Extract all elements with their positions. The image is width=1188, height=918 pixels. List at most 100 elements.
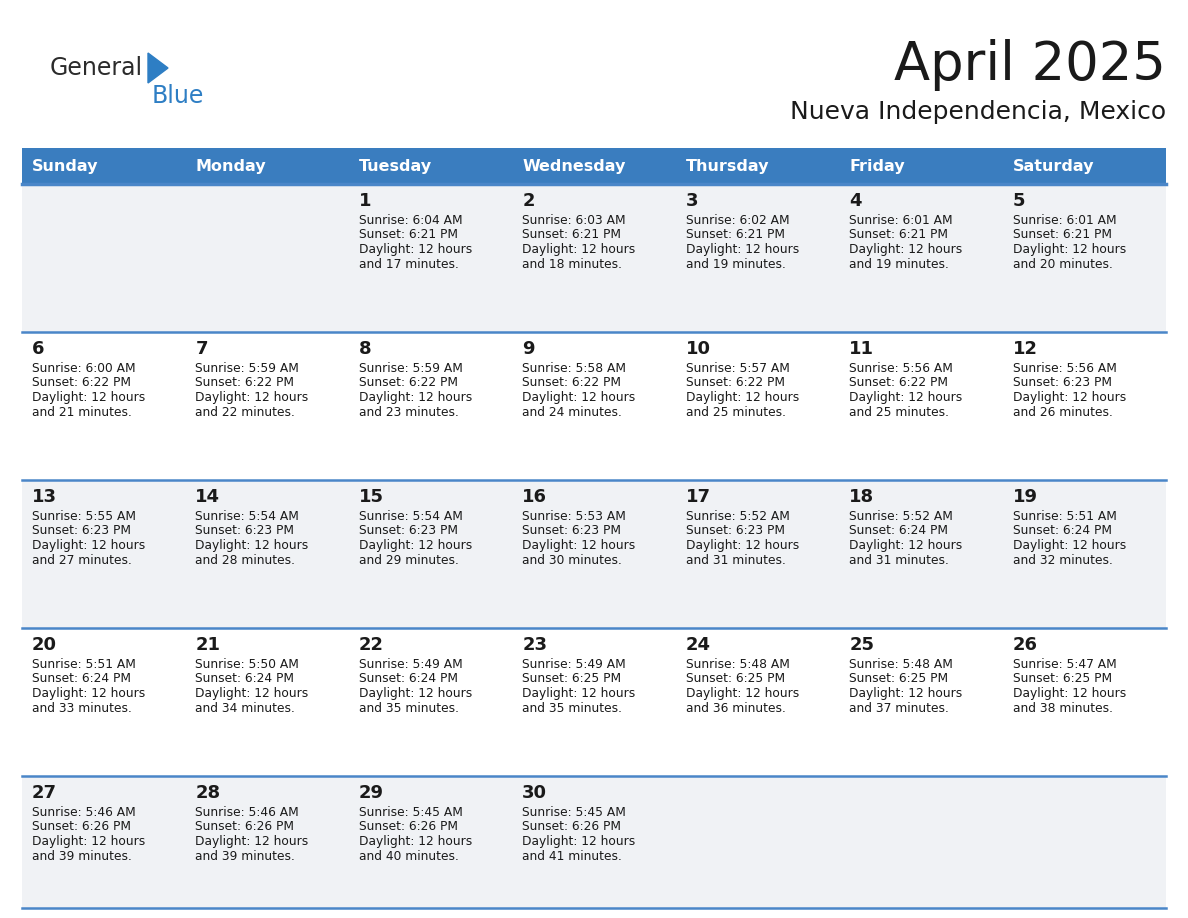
Text: Sunrise: 5:45 AM: Sunrise: 5:45 AM: [523, 806, 626, 819]
Text: and 17 minutes.: and 17 minutes.: [359, 258, 459, 271]
Text: Sunrise: 6:01 AM: Sunrise: 6:01 AM: [1012, 214, 1117, 227]
Text: Sunrise: 5:48 AM: Sunrise: 5:48 AM: [849, 658, 953, 671]
Text: Sunset: 6:25 PM: Sunset: 6:25 PM: [523, 673, 621, 686]
Text: Sunrise: 5:52 AM: Sunrise: 5:52 AM: [849, 510, 953, 523]
Text: 20: 20: [32, 636, 57, 654]
Text: Saturday: Saturday: [1012, 159, 1094, 174]
Text: Sunset: 6:25 PM: Sunset: 6:25 PM: [849, 673, 948, 686]
Text: Sunset: 6:23 PM: Sunset: 6:23 PM: [359, 524, 457, 538]
Text: 6: 6: [32, 340, 44, 358]
Text: Daylight: 12 hours: Daylight: 12 hours: [196, 391, 309, 404]
Text: 12: 12: [1012, 340, 1037, 358]
Text: Sunset: 6:23 PM: Sunset: 6:23 PM: [196, 524, 295, 538]
Text: Sunrise: 6:01 AM: Sunrise: 6:01 AM: [849, 214, 953, 227]
Text: 29: 29: [359, 784, 384, 802]
Text: and 24 minutes.: and 24 minutes.: [523, 406, 623, 419]
Text: Daylight: 12 hours: Daylight: 12 hours: [685, 687, 800, 700]
Text: Sunrise: 5:45 AM: Sunrise: 5:45 AM: [359, 806, 463, 819]
Text: Sunrise: 5:48 AM: Sunrise: 5:48 AM: [685, 658, 790, 671]
Text: Tuesday: Tuesday: [359, 159, 432, 174]
Text: Daylight: 12 hours: Daylight: 12 hours: [359, 391, 472, 404]
Text: Sunrise: 5:53 AM: Sunrise: 5:53 AM: [523, 510, 626, 523]
Text: Sunrise: 5:49 AM: Sunrise: 5:49 AM: [523, 658, 626, 671]
Text: Sunset: 6:26 PM: Sunset: 6:26 PM: [523, 821, 621, 834]
Text: Thursday: Thursday: [685, 159, 769, 174]
Text: Sunrise: 5:49 AM: Sunrise: 5:49 AM: [359, 658, 462, 671]
Text: Sunrise: 5:56 AM: Sunrise: 5:56 AM: [849, 362, 953, 375]
Text: and 37 minutes.: and 37 minutes.: [849, 701, 949, 714]
Text: 19: 19: [1012, 488, 1037, 506]
Text: Sunset: 6:21 PM: Sunset: 6:21 PM: [1012, 229, 1112, 241]
Text: Sunrise: 5:56 AM: Sunrise: 5:56 AM: [1012, 362, 1117, 375]
Text: Daylight: 12 hours: Daylight: 12 hours: [359, 835, 472, 848]
Text: Daylight: 12 hours: Daylight: 12 hours: [196, 687, 309, 700]
Text: Sunset: 6:21 PM: Sunset: 6:21 PM: [849, 229, 948, 241]
Text: Daylight: 12 hours: Daylight: 12 hours: [1012, 687, 1126, 700]
Text: 2: 2: [523, 192, 535, 210]
Text: Sunrise: 5:59 AM: Sunrise: 5:59 AM: [196, 362, 299, 375]
Bar: [23, 148, 1165, 184]
Text: and 35 minutes.: and 35 minutes.: [523, 701, 623, 714]
Text: Sunrise: 5:46 AM: Sunrise: 5:46 AM: [32, 806, 135, 819]
Text: and 18 minutes.: and 18 minutes.: [523, 258, 623, 271]
Text: and 22 minutes.: and 22 minutes.: [196, 406, 296, 419]
Text: and 41 minutes.: and 41 minutes.: [523, 849, 623, 863]
Text: 9: 9: [523, 340, 535, 358]
Text: Daylight: 12 hours: Daylight: 12 hours: [849, 539, 962, 552]
Text: 10: 10: [685, 340, 710, 358]
Text: and 38 minutes.: and 38 minutes.: [1012, 701, 1113, 714]
Text: and 29 minutes.: and 29 minutes.: [359, 554, 459, 566]
Text: and 19 minutes.: and 19 minutes.: [685, 258, 785, 271]
Text: Daylight: 12 hours: Daylight: 12 hours: [359, 539, 472, 552]
Text: Daylight: 12 hours: Daylight: 12 hours: [523, 835, 636, 848]
Text: 17: 17: [685, 488, 710, 506]
Text: and 20 minutes.: and 20 minutes.: [1012, 258, 1112, 271]
Text: Daylight: 12 hours: Daylight: 12 hours: [1012, 539, 1126, 552]
Text: Sunrise: 5:51 AM: Sunrise: 5:51 AM: [1012, 510, 1117, 523]
Text: and 39 minutes.: and 39 minutes.: [196, 849, 296, 863]
Text: and 31 minutes.: and 31 minutes.: [849, 554, 949, 566]
Text: Daylight: 12 hours: Daylight: 12 hours: [359, 243, 472, 256]
Text: and 27 minutes.: and 27 minutes.: [32, 554, 132, 566]
Text: Sunset: 6:22 PM: Sunset: 6:22 PM: [685, 376, 785, 389]
Text: Sunset: 6:24 PM: Sunset: 6:24 PM: [359, 673, 457, 686]
Text: Daylight: 12 hours: Daylight: 12 hours: [685, 391, 800, 404]
Text: 13: 13: [32, 488, 57, 506]
Text: and 32 minutes.: and 32 minutes.: [1012, 554, 1112, 566]
Text: Sunrise: 5:55 AM: Sunrise: 5:55 AM: [32, 510, 135, 523]
Text: and 31 minutes.: and 31 minutes.: [685, 554, 785, 566]
Text: 22: 22: [359, 636, 384, 654]
Text: and 23 minutes.: and 23 minutes.: [359, 406, 459, 419]
Text: Sunset: 6:25 PM: Sunset: 6:25 PM: [1012, 673, 1112, 686]
Text: April 2025: April 2025: [895, 39, 1165, 91]
Text: Daylight: 12 hours: Daylight: 12 hours: [685, 539, 800, 552]
Text: and 39 minutes.: and 39 minutes.: [32, 849, 132, 863]
Text: Sunset: 6:26 PM: Sunset: 6:26 PM: [196, 821, 295, 834]
Text: Sunset: 6:22 PM: Sunset: 6:22 PM: [32, 376, 131, 389]
Text: 14: 14: [196, 488, 221, 506]
Text: Sunset: 6:21 PM: Sunset: 6:21 PM: [523, 229, 621, 241]
Text: 7: 7: [196, 340, 208, 358]
Text: Daylight: 12 hours: Daylight: 12 hours: [196, 835, 309, 848]
Text: and 25 minutes.: and 25 minutes.: [685, 406, 785, 419]
Text: 27: 27: [32, 784, 57, 802]
Text: 16: 16: [523, 488, 548, 506]
Text: 24: 24: [685, 636, 710, 654]
Text: Sunset: 6:26 PM: Sunset: 6:26 PM: [32, 821, 131, 834]
Text: 28: 28: [196, 784, 221, 802]
Text: 23: 23: [523, 636, 548, 654]
Text: Daylight: 12 hours: Daylight: 12 hours: [849, 243, 962, 256]
Text: Sunset: 6:23 PM: Sunset: 6:23 PM: [1012, 376, 1112, 389]
Text: Sunrise: 6:02 AM: Sunrise: 6:02 AM: [685, 214, 789, 227]
Text: 15: 15: [359, 488, 384, 506]
Text: 25: 25: [849, 636, 874, 654]
Text: Sunday: Sunday: [32, 159, 99, 174]
Bar: [23, 184, 1165, 332]
Bar: [23, 480, 1165, 628]
Text: and 21 minutes.: and 21 minutes.: [32, 406, 132, 419]
Text: Sunset: 6:23 PM: Sunset: 6:23 PM: [523, 524, 621, 538]
Text: Daylight: 12 hours: Daylight: 12 hours: [523, 539, 636, 552]
Text: Sunrise: 5:47 AM: Sunrise: 5:47 AM: [1012, 658, 1117, 671]
Polygon shape: [148, 53, 168, 83]
Text: Sunrise: 5:46 AM: Sunrise: 5:46 AM: [196, 806, 299, 819]
